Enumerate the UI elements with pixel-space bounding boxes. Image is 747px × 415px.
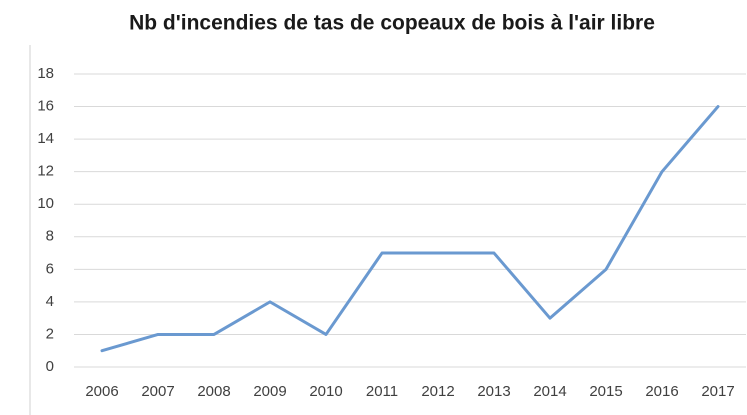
x-tick-label: 2009 xyxy=(253,383,286,400)
y-tick-label: 14 xyxy=(37,130,54,147)
y-tick-label: 16 xyxy=(37,98,54,115)
y-tick-label: 12 xyxy=(37,163,54,180)
x-tick-label: 2006 xyxy=(85,383,118,400)
x-tick-label: 2008 xyxy=(197,383,230,400)
y-tick-label: 4 xyxy=(46,293,54,310)
y-tick-label: 6 xyxy=(46,260,54,277)
x-tick-label: 2007 xyxy=(141,383,174,400)
x-tick-label: 2010 xyxy=(309,383,342,400)
y-tick-label: 10 xyxy=(37,195,54,212)
y-tick-label: 8 xyxy=(46,228,54,245)
x-tick-label: 2012 xyxy=(421,383,454,400)
x-tick-label: 2016 xyxy=(645,383,678,400)
data-line xyxy=(100,105,720,353)
y-tick-label: 18 xyxy=(37,65,54,82)
x-tick-label: 2011 xyxy=(366,383,398,400)
x-tick-label: 2017 xyxy=(701,383,734,400)
x-tick-label: 2015 xyxy=(589,383,622,400)
x-tick-label: 2014 xyxy=(533,383,566,400)
chart-title: Nb d'incendies de tas de copeaux de bois… xyxy=(129,12,655,35)
x-tick-label: 2013 xyxy=(477,383,510,400)
y-tick-label: 2 xyxy=(46,325,54,342)
y-tick-label: 0 xyxy=(46,358,54,375)
